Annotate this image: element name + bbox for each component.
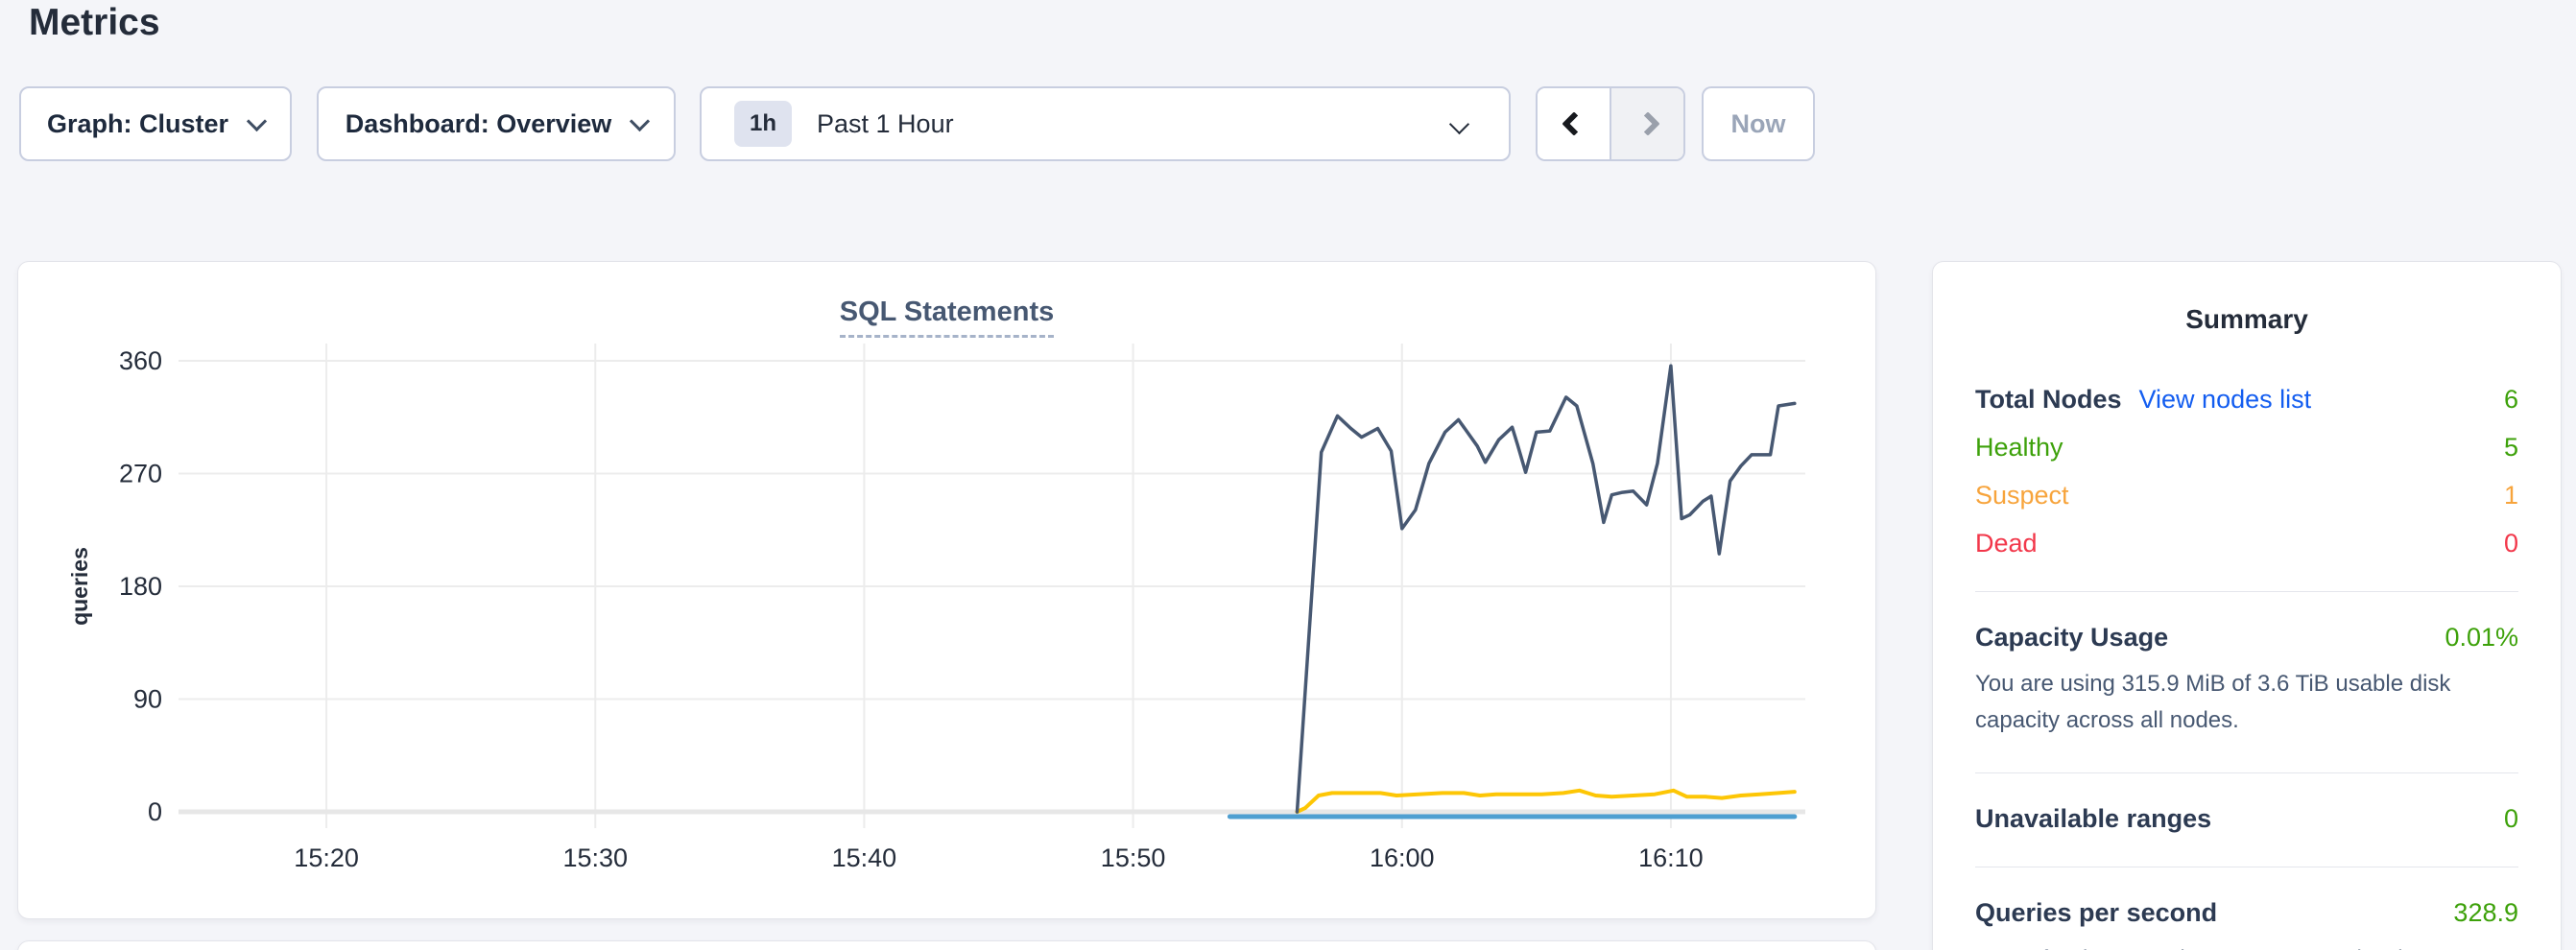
time-forward-button[interactable] (1610, 88, 1683, 159)
sql-statements-chart[interactable]: 15:20 15:30 15:40 15:50 16:00 16:10 0 90 180 270 3… (18, 334, 1877, 900)
healthy-value: 5 (2503, 433, 2518, 462)
toolbar: Graph: Cluster Dashboard: Overview 1h Pa… (0, 86, 2576, 161)
unavailable-ranges-label: Unavailable ranges (1975, 803, 2212, 833)
svg-text:15:20: 15:20 (294, 843, 359, 872)
time-window-selector[interactable]: 1h Past 1 Hour (700, 86, 1511, 161)
suspect-nodes-row: Suspect 1 (1975, 481, 2518, 511)
dead-label: Dead (1975, 529, 2038, 558)
svg-text:180: 180 (119, 572, 162, 601)
svg-text:16:10: 16:10 (1638, 843, 1704, 872)
svg-text:15:40: 15:40 (832, 843, 897, 872)
svg-text:270: 270 (119, 460, 162, 488)
divider (1975, 591, 2518, 592)
graph-dropdown[interactable]: Graph: Cluster (19, 86, 292, 161)
time-window-badge: 1h (734, 101, 793, 147)
page-title: Metrics (29, 2, 160, 43)
summary-title: Summary (2185, 304, 2308, 334)
view-nodes-list-link[interactable]: View nodes list (2138, 385, 2312, 414)
queries-per-second-label: Queries per second (1975, 897, 2218, 927)
time-window-label: Past 1 Hour (817, 108, 954, 138)
chevron-down-icon (246, 110, 268, 131)
svg-text:15:30: 15:30 (562, 843, 628, 872)
now-button[interactable]: Now (1702, 86, 1815, 161)
svg-text:queries: queries (67, 547, 92, 626)
time-back-button[interactable] (1538, 88, 1610, 159)
next-chart-card (17, 940, 1876, 950)
graph-dropdown-label: Graph: Cluster (46, 108, 229, 138)
queries-per-second-row: Queries per second 328.9 (1975, 898, 2518, 928)
dashboard-dropdown-label: Dashboard: Overview (345, 108, 612, 138)
suspect-label: Suspect (1975, 481, 2069, 510)
divider (1975, 772, 2518, 773)
suspect-value: 1 (2503, 481, 2518, 510)
healthy-nodes-row: Healthy 5 (1975, 433, 2518, 463)
svg-text:90: 90 (133, 685, 162, 714)
summary-panel: Summary Total Nodes View nodes list 6 He… (1932, 261, 2562, 950)
unavailable-ranges-value: 0 (2503, 803, 2518, 833)
healthy-label: Healthy (1975, 433, 2063, 462)
sql-statements-card: SQL Statements 15:20 15:30 15:40 15:50 16:00… (17, 261, 1876, 919)
total-nodes-label: Total Nodes (1975, 385, 2122, 414)
svg-text:15:50: 15:50 (1101, 843, 1166, 872)
chevron-down-icon (630, 110, 651, 131)
unavailable-ranges-row: Unavailable ranges 0 (1975, 804, 2518, 834)
capacity-usage-label: Capacity Usage (1975, 623, 2169, 652)
queries-per-second-description: Sum of Selects, Updates, Inserts, and De… (1975, 941, 2518, 950)
dashboard-dropdown[interactable]: Dashboard: Overview (317, 86, 676, 161)
svg-text:360: 360 (119, 346, 162, 375)
total-nodes-value: 6 (2503, 385, 2518, 414)
capacity-usage-row: Capacity Usage 0.01% (1975, 623, 2518, 653)
time-nav-group (1536, 86, 1685, 161)
svg-text:0: 0 (148, 797, 162, 826)
chart-title[interactable]: SQL Statements (839, 297, 1055, 338)
chevron-left-icon (1561, 111, 1586, 136)
svg-text:16:00: 16:00 (1370, 843, 1435, 872)
chevron-down-icon (1448, 113, 1470, 135)
chevron-right-icon (1634, 111, 1660, 136)
dead-nodes-row: Dead 0 (1975, 529, 2518, 558)
chart-title-row: SQL Statements (18, 297, 1875, 338)
total-nodes-row: Total Nodes View nodes list 6 (1975, 385, 2518, 415)
capacity-usage-value: 0.01% (2445, 623, 2518, 652)
queries-per-second-value: 328.9 (2453, 897, 2518, 927)
capacity-usage-description: You are using 315.9 MiB of 3.6 TiB usabl… (1975, 671, 2451, 734)
dead-value: 0 (2503, 529, 2518, 558)
